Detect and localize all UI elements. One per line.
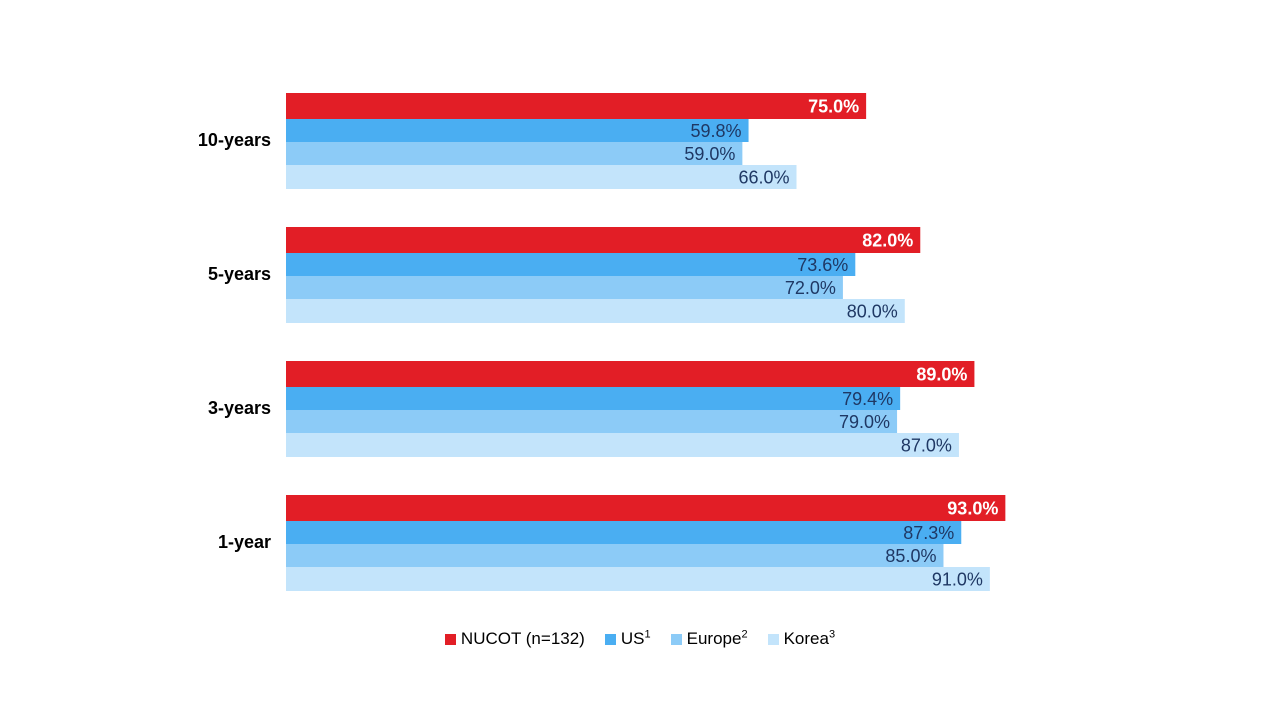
bar-group-1-year: 1-year 93.0% 87.3% 85.0% 91.0% [218,495,1006,591]
data-label: 93.0% [947,499,998,519]
legend-swatch [444,633,456,645]
data-label: 87.3% [903,523,954,543]
legend-footnote: 2 [741,628,748,641]
bar-europe [286,410,898,433]
legend-series-name: Europe [686,629,742,648]
data-label: 59.0% [684,144,735,164]
legend-label: US1 [621,629,651,649]
legend-swatch [604,633,616,645]
bar-group-5-years: 5-years 82.0% 73.6% 72.0% 80.0% [208,227,921,323]
data-label: 66.0% [738,168,789,188]
data-label: 79.4% [842,389,893,409]
bar-group-3-years: 3-years 89.0% 79.4% 79.0% 87.0% [208,361,975,457]
legend-series-name: Korea [783,629,829,648]
data-label: 87.0% [901,436,952,456]
data-label: 89.0% [916,365,967,385]
bar-us [286,521,962,544]
data-label: 72.0% [785,278,836,298]
legend: NUCOT (n=132) US1 Europe2 Korea3 [0,626,1280,652]
bar-korea [286,567,990,591]
legend-item: Europe2 [670,629,748,649]
bar-korea [286,165,797,189]
data-label: 82.0% [862,231,913,251]
legend-item: NUCOT (n=132) [444,629,585,649]
category-label: 3-years [208,398,271,418]
bar-europe [286,276,843,299]
category-label: 5-years [208,264,271,284]
bar-us [286,119,749,142]
legend-swatch [767,633,779,645]
bar-nucot-n-132 [286,495,1006,521]
legend-series-name: NUCOT (n=132) [460,629,585,648]
data-label: 85.0% [885,546,936,566]
bar-europe [286,142,743,165]
data-label: 80.0% [847,302,898,322]
legend-item: US1 [604,629,651,649]
data-label: 79.0% [839,412,890,432]
legend-series-name: US [620,629,645,648]
legend-footnote: 1 [644,628,651,641]
bar-korea [286,299,905,323]
legend-label: Europe2 [687,629,748,649]
data-label: 73.6% [797,255,848,275]
bar-nucot-n-132 [286,93,867,119]
category-label: 10-years [198,130,271,150]
data-label: 75.0% [808,97,859,117]
legend-label: NUCOT (n=132) [461,629,585,649]
legend-label: Korea3 [784,629,836,649]
bar-us [286,253,856,276]
bar-nucot-n-132 [286,227,921,253]
bar-us [286,387,901,410]
category-label: 1-year [218,532,271,552]
bar-nucot-n-132 [286,361,975,387]
data-label: 91.0% [932,570,983,590]
legend-swatch [670,633,682,645]
legend-item: Korea3 [767,629,836,649]
bar-europe [286,544,944,567]
bar-korea [286,433,959,457]
data-label: 59.8% [691,121,742,141]
bar-group-10-years: 10-years 75.0% 59.8% 59.0%66.0% [198,93,867,189]
legend-footnote: 3 [828,628,836,641]
